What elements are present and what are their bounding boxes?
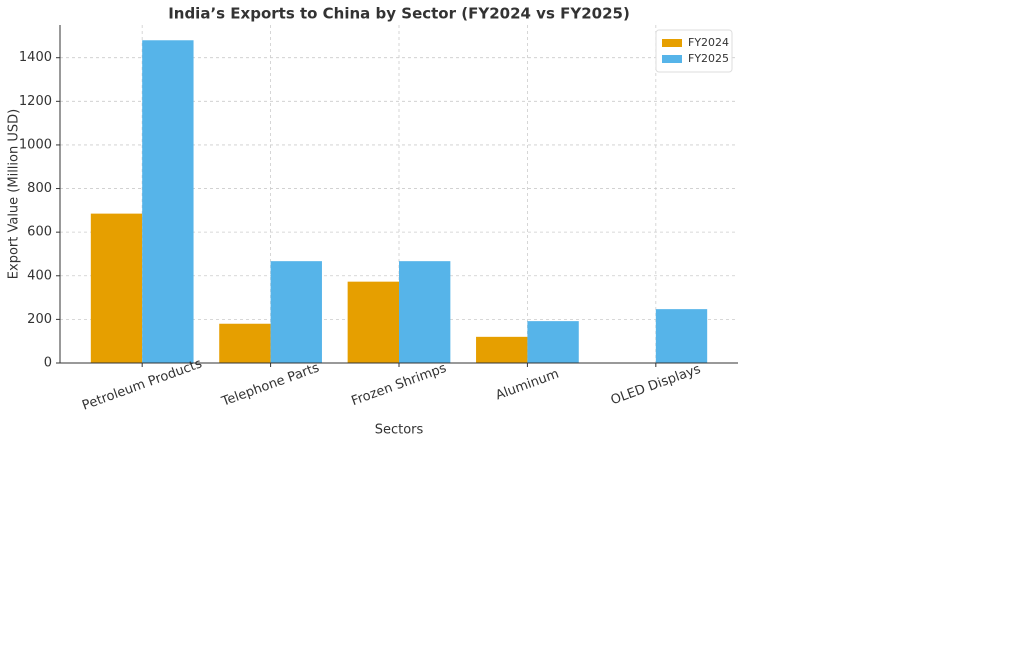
x-tick-label: Frozen Shrimps bbox=[350, 361, 449, 409]
bar bbox=[270, 261, 322, 363]
legend-label: FY2025 bbox=[688, 52, 729, 65]
y-tick-label: 1400 bbox=[19, 50, 52, 65]
y-tick-label: 200 bbox=[27, 312, 52, 327]
y-tick-label: 0 bbox=[44, 356, 52, 371]
y-tick-label: 1200 bbox=[19, 94, 52, 109]
bar bbox=[476, 336, 528, 363]
bar bbox=[655, 309, 708, 363]
x-tick-label: Telephone Parts bbox=[219, 360, 322, 410]
bar bbox=[347, 281, 399, 363]
bar bbox=[527, 321, 579, 363]
y-axis-label: Export Value (Million USD) bbox=[7, 109, 22, 279]
x-tick-label: OLED Displays bbox=[609, 362, 703, 409]
bar bbox=[142, 40, 194, 363]
y-tick-label: 400 bbox=[27, 268, 52, 283]
bar bbox=[90, 213, 143, 363]
bar bbox=[399, 261, 451, 363]
y-tick-label: 800 bbox=[27, 181, 52, 196]
x-tick-label: Aluminum bbox=[494, 367, 561, 404]
x-axis-label: Sectors bbox=[375, 423, 424, 438]
bar bbox=[219, 323, 271, 363]
y-tick-label: 1000 bbox=[19, 137, 52, 152]
legend-label: FY2024 bbox=[688, 36, 729, 49]
legend-swatch bbox=[662, 39, 682, 47]
chart-title: India’s Exports to China by Sector (FY20… bbox=[168, 5, 630, 23]
legend-swatch bbox=[662, 55, 682, 63]
y-tick-label: 600 bbox=[27, 225, 52, 240]
